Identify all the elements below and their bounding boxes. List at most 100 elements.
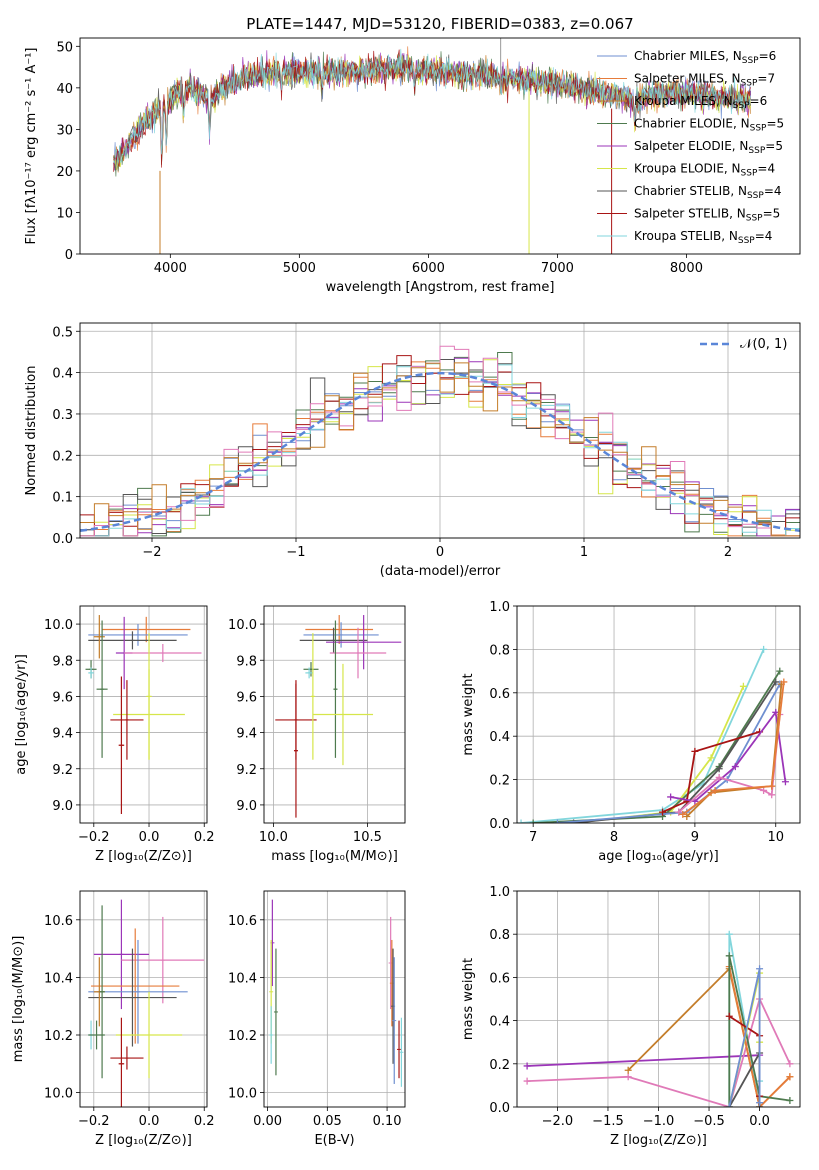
legend-suffix: =6 (750, 94, 768, 108)
spectrum-panel: 4000 5000 6000 7000 8000 0 10 20 30 40 50 wavelengt… (24, 37, 801, 295)
legend-label-text: Chabrier STELIB, N (634, 184, 747, 198)
weight-point-marker (715, 765, 723, 773)
y-tick-label: 0.5 (52, 325, 73, 340)
histogram-step (80, 362, 800, 537)
grid (264, 891, 405, 1107)
y-tick-label: 1.0 (489, 885, 510, 900)
gaussian-curve (80, 371, 800, 533)
legend-label-text: Salpeter STELIB, N (634, 207, 746, 221)
x-axis-label: E(B-V) (314, 1133, 354, 1148)
legend-subscript: SSP (741, 169, 758, 179)
legend-subscript: SSP (742, 56, 759, 66)
age-vs-metallicity-panel: −0.2 0.0 0.2 9.0 9.2 9.4 9.6 9.8 10.0 Z [log₁₀(Z/… (14, 605, 215, 864)
y-tick-label: 0.0 (489, 817, 510, 832)
spectrum-series-line (113, 48, 752, 165)
y-tick-label: 9.0 (236, 799, 257, 814)
x-tick-label: −1 (286, 545, 305, 560)
weight-point-marker (725, 1012, 733, 1020)
legend-label: Salpeter MILES, NSSP=7 (634, 72, 775, 89)
y-tick-label: 10.0 (228, 618, 257, 633)
y-tick-label: 0.1 (52, 491, 73, 506)
legend-label-text: Chabrier MILES, N (634, 49, 742, 63)
y-tick-label: 10.6 (44, 914, 73, 929)
x-axis-label: wavelength [Angstrom, rest frame] (326, 280, 555, 295)
x-axis-label: Z [log₁₀(Z/Z⊙)] (95, 1133, 192, 1148)
y-tick-label: 9.8 (52, 654, 73, 669)
y-axis-label: age [log₁₀(age/yr)] (14, 654, 29, 775)
x-tick-label: 10.5 (353, 830, 382, 845)
weight-point-marker (725, 1103, 733, 1107)
weight-series-line (728, 966, 791, 1107)
figure-title: PLATE=1447, MJD=53120, FIBERID=0383, z=0… (246, 15, 633, 33)
legend-suffix: =7 (757, 72, 775, 86)
weight-point-marker (523, 1062, 531, 1070)
weight-point-marker (781, 778, 789, 786)
axes-frame (263, 890, 406, 1108)
y-tick-label: 10.4 (44, 971, 73, 986)
grid (517, 890, 800, 1108)
legend-suffix: =5 (763, 207, 781, 221)
axes-frame (79, 37, 801, 255)
x-tick-label: 0.2 (194, 1114, 215, 1129)
y-axis-label: mass weight (461, 673, 476, 755)
y-tick-label: 9.0 (52, 799, 73, 814)
plot-area (113, 38, 752, 254)
y-tick-label: 0.0 (489, 1101, 510, 1116)
y-axis-label: mass weight (461, 958, 476, 1040)
legend-suffix: =5 (766, 117, 784, 131)
y-tick-label: 9.6 (236, 690, 257, 705)
weight-point-marker (691, 747, 699, 755)
weight-series-line (527, 1054, 760, 1067)
legend-subscript: SSP (746, 214, 763, 224)
weight-series-line (662, 731, 760, 813)
plot-area (88, 899, 205, 1107)
weight-point-marker (768, 782, 776, 790)
x-tick-label: 10 (767, 830, 784, 845)
legend-label-text: Kroupa STELIB, N (634, 229, 738, 243)
x-tick-label: 4000 (154, 261, 187, 276)
y-tick-label: 10.2 (44, 1029, 73, 1044)
weight-series-line (557, 683, 781, 823)
weight-point-marker (756, 1099, 764, 1107)
y-tick-label: 50 (56, 40, 73, 55)
y-tick-label: 0.8 (489, 928, 510, 943)
y-tick-label: 10.2 (228, 1029, 257, 1044)
weight-point-marker (570, 819, 578, 823)
legend-label: Kroupa ELODIE, NSSP=4 (634, 162, 775, 179)
grid (264, 606, 405, 823)
weight-point-marker (739, 682, 747, 690)
y-tick-label: 0 (65, 248, 73, 263)
legend-label-text: Chabrier ELODIE, N (634, 117, 750, 131)
x-axis-label: mass [log₁₀(M/M⊙)] (271, 849, 398, 864)
x-tick-label: 8000 (670, 261, 703, 276)
x-tick-label: 0.10 (373, 1114, 402, 1129)
weight-point-marker (760, 786, 768, 794)
y-tick-label: 0.2 (489, 774, 510, 789)
y-axis-label: mass [log₁₀(M/M⊙)] (11, 936, 26, 1063)
y-tick-label: 1.0 (489, 600, 510, 615)
axes-frame (79, 605, 208, 824)
weight-point-marker (725, 952, 733, 960)
mass-vs-extinction-panel: 0.00 0.05 0.10 10.0 10.2 10.4 10.6 E(B-V) (228, 890, 406, 1148)
x-tick-label: −2.0 (542, 1114, 574, 1129)
mass-vs-metallicity-panel: −0.2 0.0 0.2 10.0 10.2 10.4 10.6 Z [log₁₀(Z/Z⊙)… (11, 890, 215, 1148)
weight-point-marker (715, 773, 723, 781)
legend-suffix: =6 (759, 49, 777, 63)
legend-label: 𝒩(0, 1) (740, 337, 787, 352)
weight-point-marker (786, 1060, 794, 1068)
weight-vs-metallicity-panel: −2.0 −1.5 −1.0 −0.5 0.0 0.0 0.2 0.4 0.6 0.8 1.0 Z [… (461, 885, 801, 1148)
x-tick-label: 1 (580, 545, 588, 560)
y-tick-label: 0.0 (52, 532, 73, 547)
y-tick-label: 0.6 (489, 971, 510, 986)
x-tick-label: 9 (691, 830, 699, 845)
y-tick-label: 10.0 (44, 618, 73, 633)
x-tick-label: 6000 (412, 261, 445, 276)
y-tick-label: 9.2 (52, 763, 73, 778)
weight-point-marker (675, 808, 683, 816)
weight-vs-age-panel: 7 8 9 10 0.0 0.2 0.4 0.6 0.8 1.0 age [log₁₀(age/yr… (461, 600, 801, 864)
weight-point-marker (683, 812, 691, 820)
x-axis-label: Z [log₁₀(Z/Z⊙)] (610, 1133, 707, 1148)
histogram-step (80, 363, 800, 537)
plot-area (517, 645, 789, 823)
weight-point-marker (756, 965, 764, 973)
